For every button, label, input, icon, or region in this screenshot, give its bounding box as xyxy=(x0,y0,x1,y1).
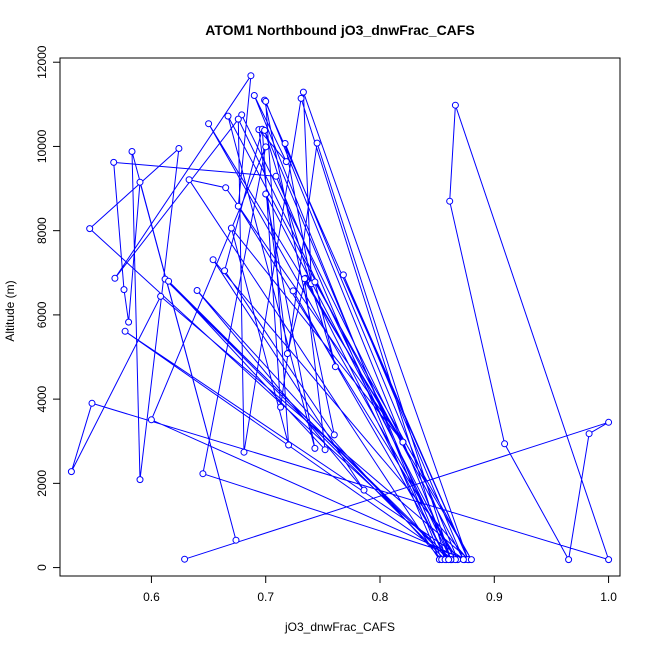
y-tick-label: 6000 xyxy=(35,301,49,328)
y-axis: 0 2000 4000 6000 8000 10000 12000 xyxy=(35,45,60,571)
data-point xyxy=(331,363,339,371)
data-point xyxy=(250,92,258,99)
data-point xyxy=(299,88,307,96)
data-point xyxy=(247,72,255,80)
data-point xyxy=(297,94,305,102)
data-point xyxy=(283,350,291,358)
data-point xyxy=(86,225,94,233)
data-point xyxy=(120,286,128,294)
x-tick-label: 0.9 xyxy=(486,590,503,604)
data-point xyxy=(301,275,309,283)
data-point xyxy=(88,399,96,407)
data-point xyxy=(121,327,129,335)
data-point xyxy=(277,403,285,411)
x-tick-label: 1.0 xyxy=(600,590,617,604)
series-points xyxy=(67,72,613,564)
data-point xyxy=(262,143,270,151)
data-point xyxy=(136,476,144,484)
data-point xyxy=(262,97,270,105)
data-point xyxy=(261,126,269,134)
x-axis-label: jO3_dnwFrac_CAFS xyxy=(284,620,395,634)
data-point xyxy=(224,112,232,120)
y-tick-label: 0 xyxy=(35,564,49,571)
data-point xyxy=(147,416,155,424)
data-point xyxy=(605,556,613,564)
data-point xyxy=(234,202,242,210)
x-tick-label: 0.6 xyxy=(143,590,160,604)
data-point xyxy=(205,120,213,128)
x-tick-label: 0.8 xyxy=(372,590,389,604)
data-point xyxy=(209,256,217,264)
data-point xyxy=(272,172,280,180)
y-tick-label: 4000 xyxy=(35,385,49,412)
data-point xyxy=(605,418,613,426)
data-point xyxy=(313,139,321,147)
data-point xyxy=(321,446,329,454)
data-point xyxy=(285,441,293,449)
data-point xyxy=(128,148,136,155)
data-point xyxy=(227,224,235,232)
y-tick-label: 8000 xyxy=(35,217,49,244)
y-tick-label: 2000 xyxy=(35,470,49,497)
data-point xyxy=(446,197,454,205)
data-point xyxy=(111,274,119,282)
plot-frame xyxy=(59,57,621,577)
data-point xyxy=(459,556,467,564)
y-tick-label: 10000 xyxy=(35,129,49,163)
data-point xyxy=(289,287,297,295)
data-point xyxy=(157,292,165,300)
data-point xyxy=(311,444,319,452)
data-point xyxy=(125,318,133,326)
data-point xyxy=(232,536,240,544)
data-point xyxy=(451,101,459,109)
data-point xyxy=(311,278,319,286)
data-point xyxy=(193,287,201,294)
x-tick-label: 0.7 xyxy=(257,590,274,604)
data-point xyxy=(67,468,75,476)
x-axis: 0.6 0.7 0.8 0.9 1.0 xyxy=(143,576,617,604)
data-point xyxy=(199,470,207,478)
data-point xyxy=(165,277,173,285)
data-point xyxy=(585,430,593,438)
data-point xyxy=(282,158,290,166)
data-point xyxy=(339,271,347,279)
data-point xyxy=(330,431,338,439)
data-point xyxy=(221,267,229,275)
data-point xyxy=(467,556,475,564)
y-tick-label: 12000 xyxy=(35,45,49,79)
data-point xyxy=(565,556,573,564)
data-point xyxy=(181,555,189,563)
data-point xyxy=(501,440,509,448)
chart-title: ATOM1 Northbound jO3_dnwFrac_CAFS xyxy=(205,22,474,38)
data-point xyxy=(185,176,193,184)
data-point xyxy=(222,184,230,192)
data-point xyxy=(110,158,118,166)
data-point xyxy=(281,140,289,147)
y-axis-label: Altitude (m) xyxy=(3,280,17,341)
data-point xyxy=(136,178,144,186)
data-point xyxy=(445,556,453,564)
data-point xyxy=(175,145,183,152)
data-point xyxy=(234,115,242,123)
data-point xyxy=(399,438,407,446)
data-point xyxy=(360,486,368,494)
data-point xyxy=(240,448,248,456)
data-point xyxy=(262,190,270,198)
